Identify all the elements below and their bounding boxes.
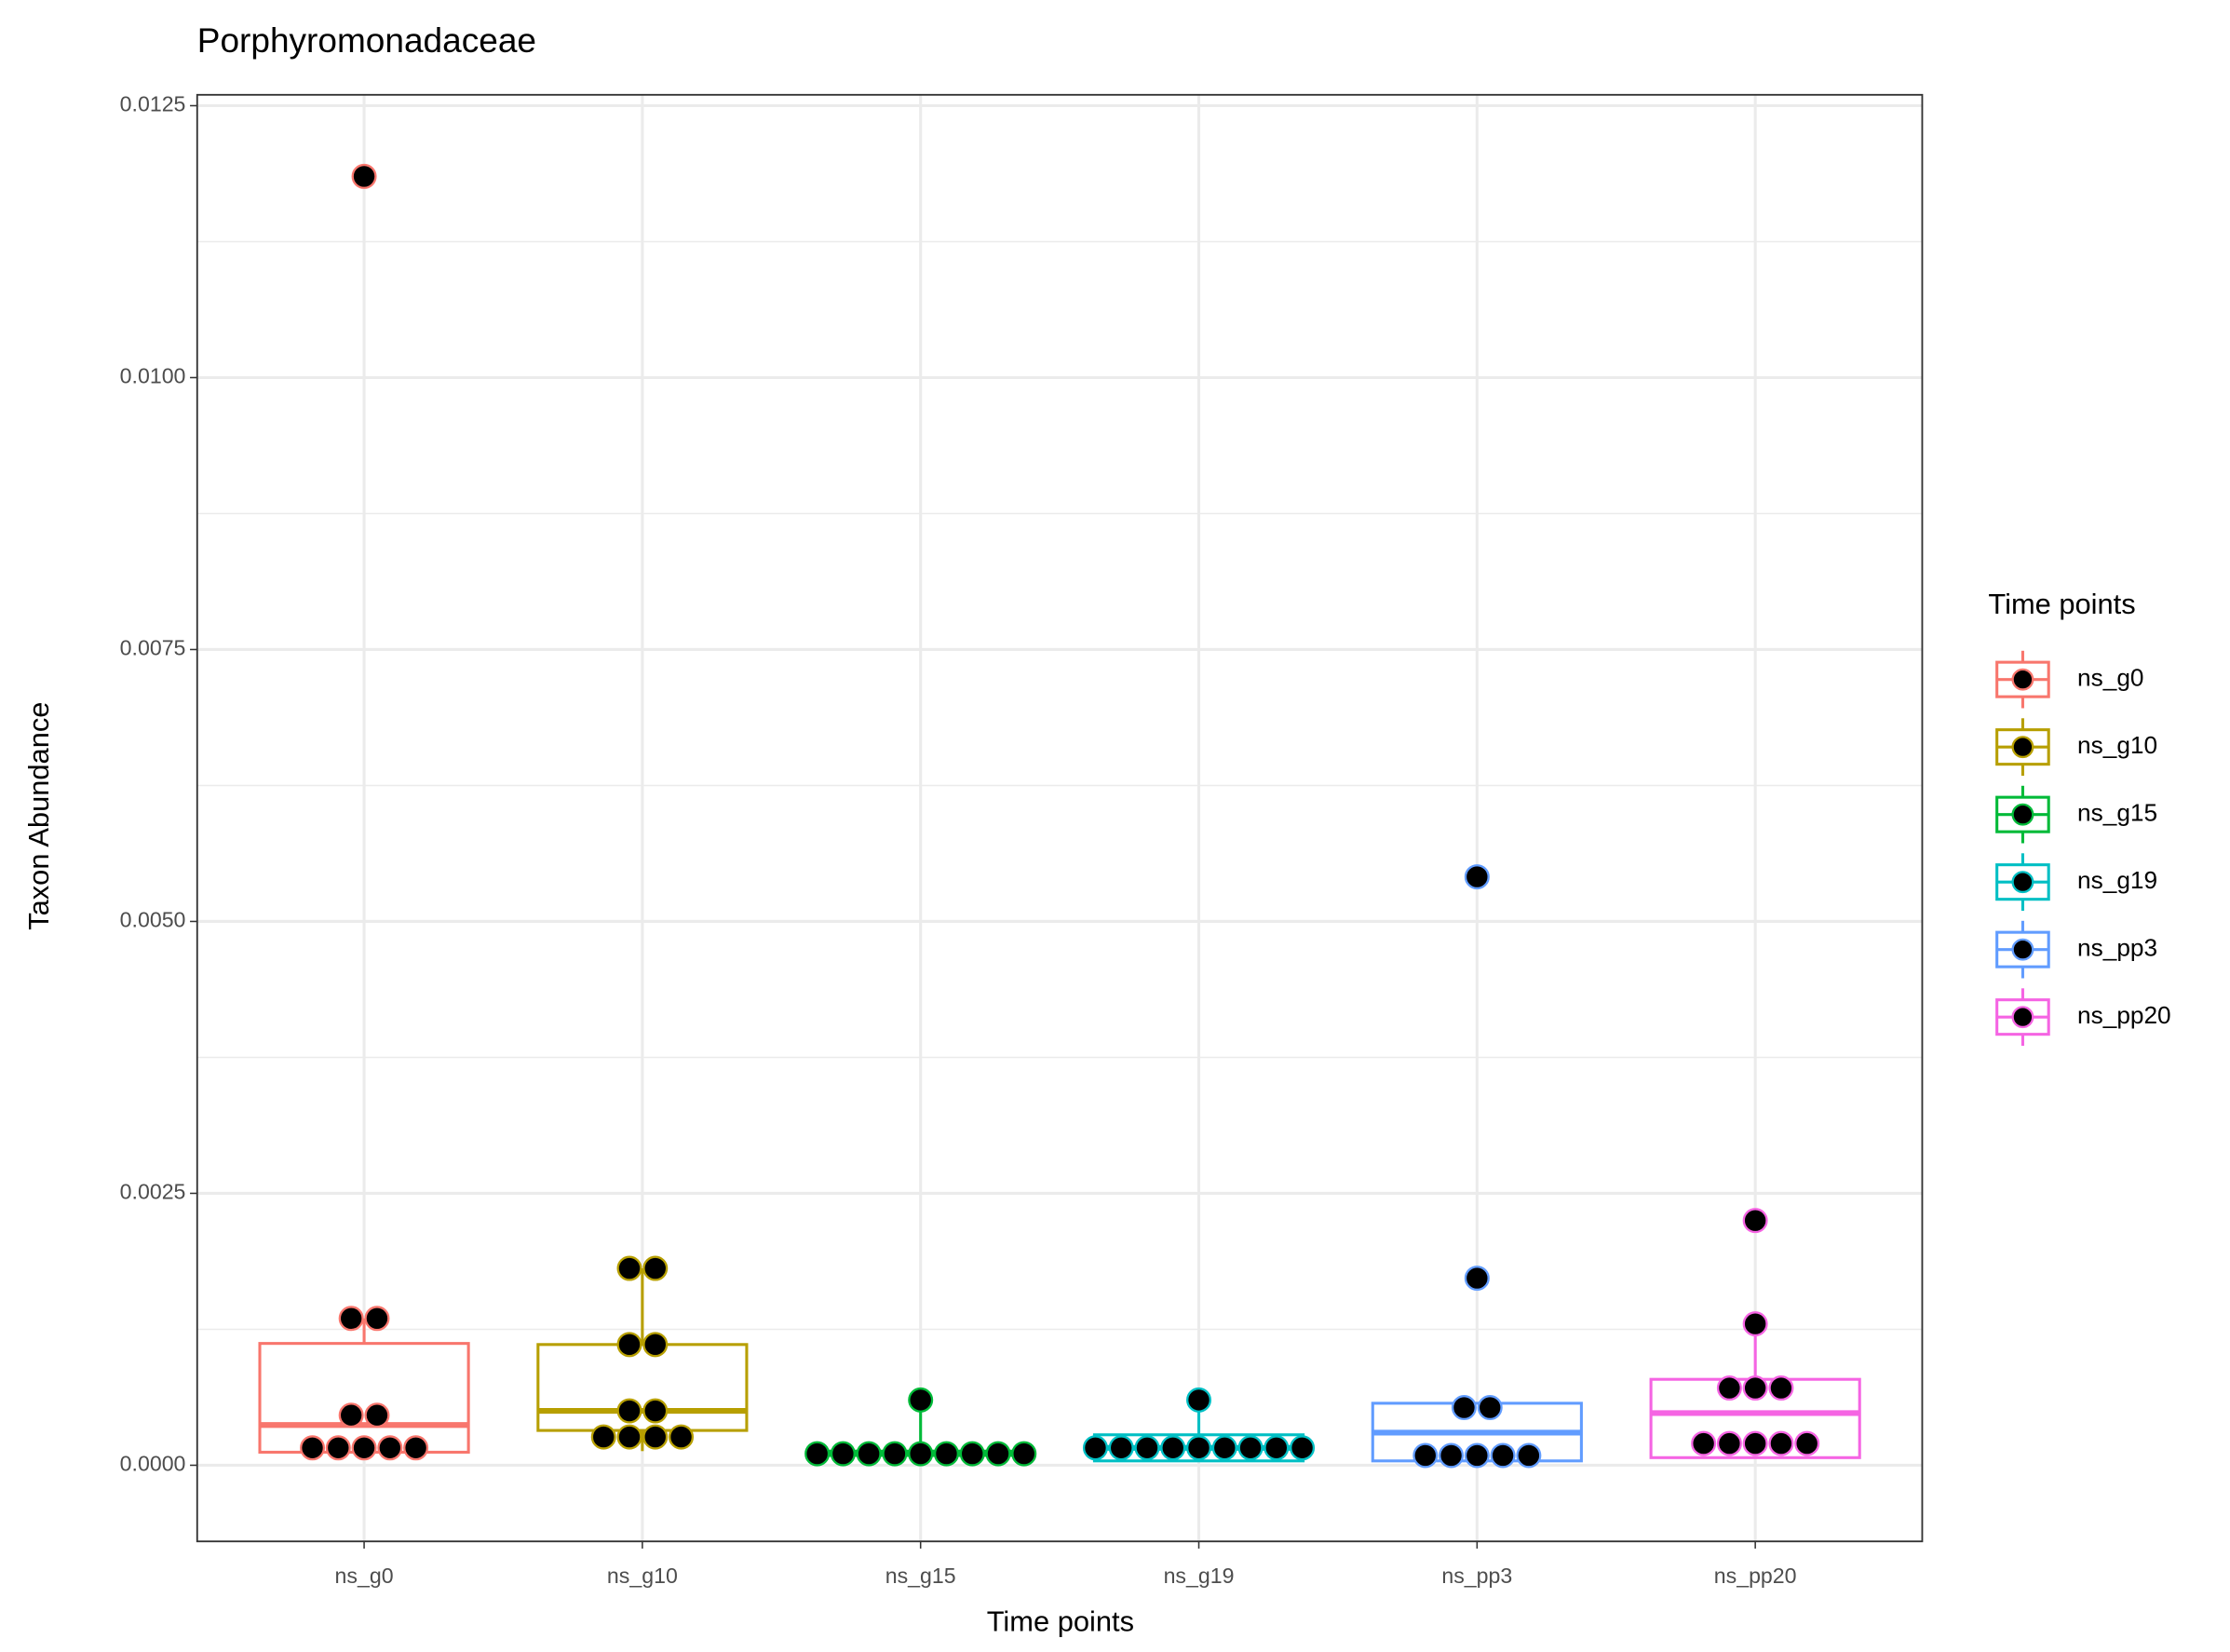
data-point (1516, 1442, 1542, 1469)
data-point (1716, 1375, 1742, 1401)
y-tick-label: 0.0050 (120, 908, 186, 932)
data-point (642, 1424, 669, 1450)
data-point (1211, 1435, 1237, 1461)
legend-dot (2011, 736, 2034, 759)
data-point (616, 1255, 642, 1281)
x-tick-label: ns_g15 (885, 1564, 956, 1588)
legend-label: ns_pp3 (2077, 934, 2157, 962)
data-point (338, 1402, 364, 1429)
chart-title: Porphyromonadaceae (197, 20, 536, 60)
y-tick-label: 0.0000 (120, 1452, 186, 1476)
data-point (959, 1441, 985, 1467)
data-point (1290, 1435, 1316, 1461)
data-point (1742, 1208, 1768, 1234)
data-point (364, 1306, 390, 1332)
data-point (642, 1398, 669, 1424)
y-tick-label: 0.0025 (120, 1180, 186, 1204)
data-point (1108, 1435, 1134, 1461)
data-point (300, 1435, 326, 1461)
data-point (1439, 1442, 1465, 1469)
data-point (1691, 1430, 1717, 1456)
data-point (616, 1398, 642, 1424)
legend-label: ns_pp20 (2077, 1001, 2171, 1029)
data-point (351, 1435, 377, 1461)
data-point (882, 1441, 908, 1467)
data-point (856, 1441, 882, 1467)
legend-label: ns_g15 (2077, 799, 2157, 827)
x-tick-label: ns_g19 (1164, 1564, 1235, 1588)
data-point (642, 1255, 669, 1281)
data-point (1011, 1441, 1037, 1467)
box (536, 1343, 749, 1432)
x-axis-title: Time points (987, 1605, 1134, 1637)
data-point (1742, 1375, 1768, 1401)
y-tick-label: 0.0100 (120, 364, 186, 388)
data-point (1490, 1442, 1516, 1469)
data-point (1082, 1435, 1108, 1461)
data-point (908, 1387, 934, 1413)
data-point (1742, 1311, 1768, 1337)
data-point (1186, 1387, 1212, 1413)
data-point (1716, 1430, 1742, 1456)
data-point (377, 1435, 403, 1461)
legend-dot (2011, 803, 2034, 826)
data-point (1186, 1435, 1212, 1461)
data-point (590, 1424, 616, 1450)
data-point (1412, 1442, 1439, 1469)
data-point (804, 1441, 831, 1467)
legend-dot (2011, 668, 2034, 691)
legend-label: ns_g19 (2077, 866, 2157, 894)
x-tick-label: ns_g0 (335, 1564, 394, 1588)
data-point (1264, 1435, 1290, 1461)
data-point (1464, 1266, 1490, 1292)
data-point (669, 1424, 695, 1450)
x-tick-label: ns_pp3 (1441, 1564, 1512, 1588)
y-tick-label: 0.0125 (120, 92, 186, 116)
data-point (1794, 1430, 1820, 1456)
data-point (364, 1402, 390, 1429)
x-tick-label: ns_pp20 (1714, 1564, 1797, 1588)
data-point (351, 163, 377, 189)
data-point (1237, 1435, 1264, 1461)
data-point (338, 1306, 364, 1332)
data-point (403, 1435, 429, 1461)
data-point (1160, 1435, 1186, 1461)
legend-dot (2011, 938, 2034, 961)
legend-dot (2011, 871, 2034, 894)
box (258, 1342, 470, 1454)
legend-dot (2011, 1006, 2034, 1029)
legend-title: Time points (1988, 588, 2135, 620)
data-point (830, 1441, 856, 1467)
data-point (616, 1424, 642, 1450)
data-point (985, 1441, 1011, 1467)
data-point (1742, 1430, 1768, 1456)
data-point (325, 1435, 351, 1461)
y-tick-label: 0.0075 (120, 636, 186, 660)
legend-label: ns_g10 (2077, 731, 2157, 759)
x-tick-label: ns_g10 (607, 1564, 678, 1588)
data-point (1464, 1442, 1490, 1469)
data-point (1134, 1435, 1160, 1461)
y-axis-title: Taxon Abundance (22, 702, 55, 930)
data-point (1768, 1375, 1794, 1401)
panel-border (196, 93, 1924, 1543)
data-point (933, 1441, 959, 1467)
data-point (1451, 1395, 1477, 1421)
data-point (642, 1332, 669, 1358)
data-point (1464, 864, 1490, 890)
data-point (616, 1332, 642, 1358)
data-point (908, 1441, 934, 1467)
data-point (1768, 1430, 1794, 1456)
data-point (1477, 1395, 1503, 1421)
legend-label: ns_g0 (2077, 664, 2143, 692)
